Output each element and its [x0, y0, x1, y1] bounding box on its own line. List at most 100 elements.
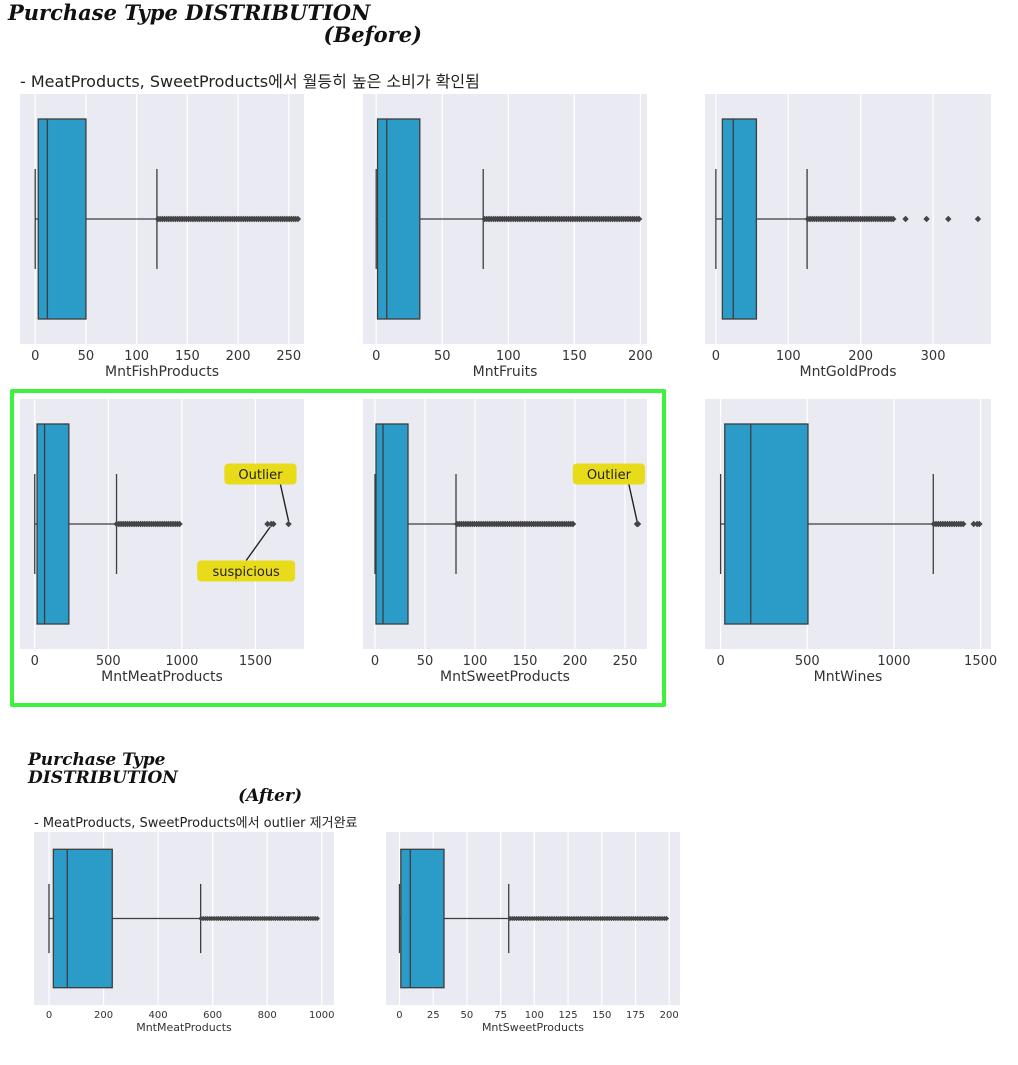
tick-label: 600 — [203, 1010, 222, 1021]
outlier-point — [890, 215, 897, 223]
annotation-arrow — [245, 526, 271, 561]
tick-label: 75 — [494, 1010, 507, 1021]
box-iqr — [400, 848, 445, 989]
tick-label: 1000 — [165, 654, 198, 669]
tick-label: 0 — [372, 349, 380, 364]
tick-label: 100 — [496, 349, 521, 364]
outlier-point — [976, 520, 983, 528]
chart-mnt-fruits: 0 50 100 150 200 MntFruits — [363, 94, 653, 380]
tick-label: 150 — [562, 349, 587, 364]
outlier-point — [176, 520, 183, 528]
x-axis-label: MntSweetProducts — [440, 669, 570, 685]
tick-label: 100 — [525, 1010, 544, 1021]
box-iqr — [724, 423, 809, 625]
tick-label: 0 — [46, 1010, 52, 1021]
outlier-point — [285, 520, 292, 528]
annotation-label-bg — [572, 463, 645, 485]
annotation-arrow — [279, 484, 290, 522]
tick-label: 400 — [149, 1010, 168, 1021]
tick-label: 200 — [226, 349, 251, 364]
annotation-label: Outlier — [238, 468, 283, 483]
tick-label: 0 — [371, 654, 379, 669]
tick-label: 150 — [513, 654, 538, 669]
outlier-point — [960, 520, 967, 528]
tick-label: 0 — [31, 654, 39, 669]
tick-label: 800 — [258, 1010, 277, 1021]
before-title-line2: (Before) — [323, 22, 422, 48]
box-iqr — [36, 423, 70, 625]
box-iqr — [376, 118, 421, 320]
tick-label: 175 — [626, 1010, 645, 1021]
tick-label: 0 — [716, 654, 724, 669]
box-iqr — [52, 848, 113, 989]
tick-label: 100 — [124, 349, 149, 364]
tick-label: 1000 — [877, 654, 910, 669]
tick-label: 25 — [427, 1010, 440, 1021]
after-title-line1: Purchase Type DISTRIBUTION — [28, 750, 178, 788]
outlier-point — [945, 215, 952, 223]
tick-label: 0 — [396, 1010, 402, 1021]
outlier-point — [569, 520, 577, 528]
tick-label: 200 — [94, 1010, 113, 1021]
before-title-line1: Purchase Type DISTRIBUTION — [8, 0, 371, 25]
outlier-point — [663, 915, 670, 922]
annotation-arrow — [628, 484, 638, 522]
tick-label: 125 — [559, 1010, 578, 1021]
box-iqr — [721, 118, 758, 320]
chart-mnt-sweet-products: 0 50 100 150 200 250 MntSweetProducts Outlier — [363, 399, 647, 685]
tick-label: 500 — [96, 654, 121, 669]
tick-label: 1500 — [239, 654, 272, 669]
outlier-point — [902, 215, 909, 223]
tick-label: 0 — [31, 349, 39, 364]
tick-label: 1000 — [309, 1010, 334, 1021]
outlier-point — [634, 520, 642, 528]
chart-mnt-wines: 0 500 1000 1500 MntWines — [705, 399, 997, 685]
tick-label: 200 — [848, 349, 873, 364]
before-title: Purchase Type DISTRIBUTION (Before) — [8, 0, 422, 48]
chart-mnt-meat-products: 0 500 1000 1500 MntMeatProducts Outlier suspic… — [20, 399, 304, 685]
outlier-point — [264, 520, 271, 528]
x-axis-label: MntGoldProds — [799, 364, 896, 380]
tick-label: 200 — [563, 654, 588, 669]
outlier-point — [970, 520, 977, 528]
chart-mnt-fish-products: 0 50 100 150 200 250 MntFishProducts — [20, 94, 304, 380]
box-iqr — [375, 423, 409, 625]
after-subtitle: - MeatProducts, SweetProducts에서 outlier … — [34, 816, 358, 831]
annotation-label-bg — [224, 463, 297, 485]
x-axis-label: MntWines — [814, 669, 883, 685]
box-iqr — [37, 118, 87, 320]
tick-label: 300 — [921, 349, 946, 364]
before-subtitle: - MeatProducts, SweetProducts에서 월등히 높은 소… — [20, 72, 480, 91]
x-axis-label: MntFishProducts — [105, 364, 219, 380]
tick-label: 50 — [417, 654, 434, 669]
tick-label: 200 — [628, 349, 653, 364]
tick-label: 150 — [592, 1010, 611, 1021]
outlier-point — [314, 915, 320, 922]
tick-label: 250 — [276, 349, 301, 364]
tick-label: 50 — [461, 1010, 474, 1021]
x-axis-label: MntSweetProducts — [482, 1021, 584, 1034]
tick-label: 500 — [795, 654, 820, 669]
highlight-box — [10, 389, 666, 707]
tick-label: 150 — [175, 349, 200, 364]
chart-mnt-gold-prods: 0 100 200 300 MntGoldProds — [705, 94, 991, 380]
chart-after-mnt-sweet-products: 0 25 50 75 100 125 150 175 200 MntSweetProducts — [386, 832, 680, 1034]
after-title-line2: (After) — [238, 785, 302, 806]
chart-after-mnt-meat-products: 0 200 400 600 800 1000 MntMeatProducts — [34, 832, 334, 1034]
outlier-point — [270, 520, 277, 528]
x-axis-label: MntMeatProducts — [136, 1021, 232, 1034]
annotation-label: suspicious — [212, 565, 280, 580]
tick-label: 0 — [712, 349, 720, 364]
tick-label: 100 — [776, 349, 801, 364]
annotation-label: Outlier — [587, 468, 632, 483]
tick-label: 100 — [463, 654, 488, 669]
after-title: Purchase Type DISTRIBUTION (After) — [28, 750, 302, 806]
x-axis-label: MntFruits — [473, 364, 538, 380]
tick-label: 200 — [660, 1010, 679, 1021]
annotation-label-bg — [197, 560, 296, 582]
tick-label: 50 — [78, 349, 95, 364]
tick-label: 50 — [434, 349, 451, 364]
tick-label: 250 — [613, 654, 638, 669]
x-axis-label: MntMeatProducts — [101, 669, 223, 685]
tick-label: 1500 — [964, 654, 997, 669]
